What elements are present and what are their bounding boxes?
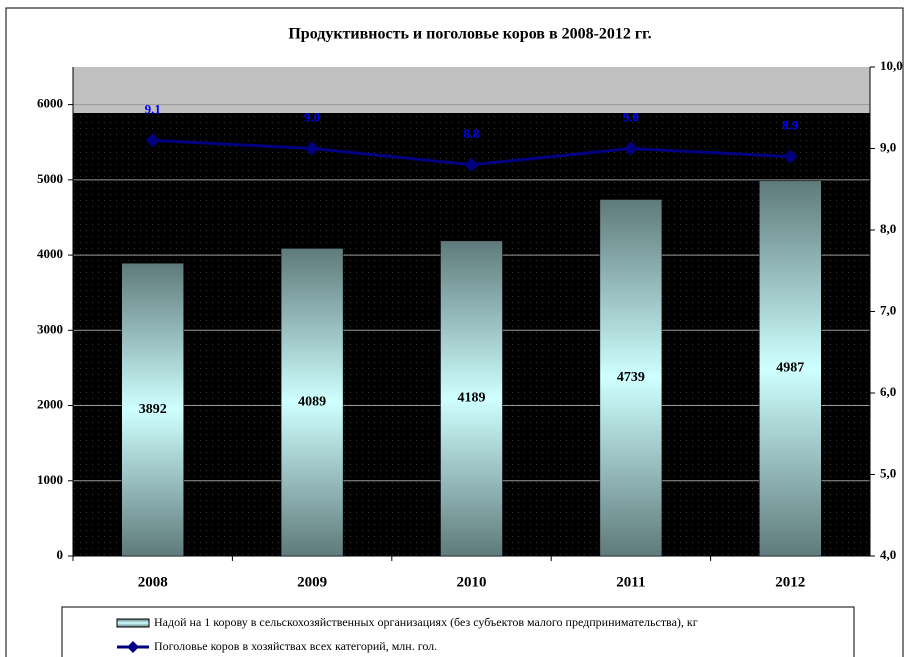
line-value-label: 8.8 (463, 126, 480, 141)
bar (121, 262, 184, 557)
bar (759, 180, 822, 557)
y2-tick-label: 6,0 (880, 384, 896, 399)
plot-band (73, 67, 870, 113)
x-tick-label: 2012 (775, 574, 805, 590)
y-tick-label: 4000 (37, 246, 63, 261)
line-marker (623, 141, 638, 156)
line-value-label: 9.1 (145, 101, 161, 116)
line-value-label: 9.0 (623, 109, 639, 124)
line-marker (305, 141, 320, 156)
bar (440, 240, 503, 557)
y2-tick-label: 8,0 (880, 221, 896, 236)
y-tick-label: 2000 (37, 397, 63, 412)
line-marker (464, 157, 479, 172)
legend-marker (127, 641, 139, 653)
bar-value-label: 3892 (139, 402, 167, 417)
bar-value-label: 4987 (776, 361, 804, 376)
bar-value-label: 4089 (298, 394, 326, 409)
bar (280, 248, 344, 557)
bar (599, 199, 663, 557)
y2-tick-label: 4,0 (880, 547, 896, 562)
line-marker (145, 133, 160, 148)
legend (61, 606, 855, 657)
legend-label: Поголовье коров в хозяйствах всех катего… (154, 639, 437, 653)
legend-swatch (116, 618, 150, 628)
x-tick-label: 2011 (616, 574, 645, 590)
y2-tick-label: 9,0 (880, 139, 896, 154)
y2-tick-label: 10,0 (880, 58, 903, 73)
bar-value-label: 4189 (458, 391, 486, 406)
x-tick-label: 2010 (457, 574, 487, 590)
x-tick-label: 2008 (138, 574, 168, 590)
y2-tick-label: 7,0 (880, 302, 896, 317)
y-tick-label: 1000 (37, 472, 63, 487)
y-tick-label: 5000 (37, 171, 63, 186)
line-marker (783, 149, 798, 164)
line-value-label: 9.0 (304, 109, 320, 124)
y-tick-label: 0 (57, 547, 64, 562)
chart-title: Продуктивность и поголовье коров в 2008-… (288, 26, 651, 43)
y2-tick-label: 5,0 (880, 465, 896, 480)
y-tick-label: 6000 (37, 96, 63, 111)
legend-label: Надой на 1 корову в сельскохозяйственных… (154, 615, 698, 629)
line-value-label: 8.9 (782, 118, 799, 133)
bar-value-label: 4739 (617, 370, 645, 385)
x-tick-label: 2009 (297, 574, 327, 590)
y-tick-label: 3000 (37, 321, 63, 336)
